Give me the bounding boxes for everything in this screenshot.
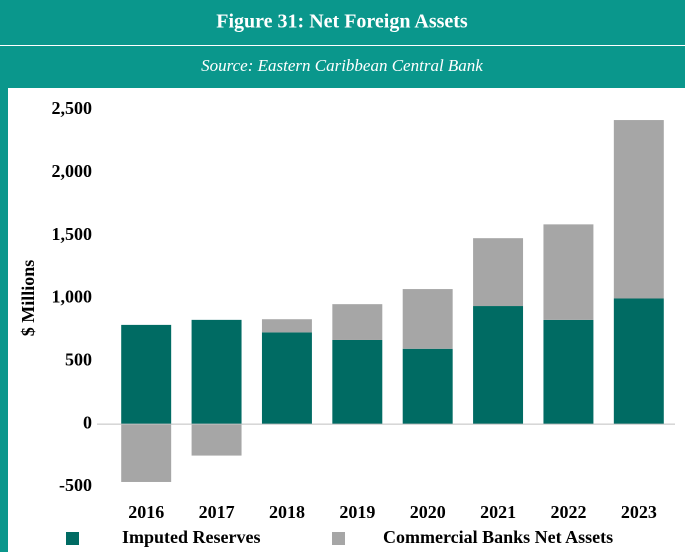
bar-segment (332, 304, 383, 340)
y-tick-label: 2,500 (52, 98, 93, 118)
bar-segment (402, 348, 453, 425)
x-tick-label: 2017 (199, 502, 235, 522)
x-tick-label: 2021 (480, 502, 516, 522)
x-tick-label: 2023 (621, 502, 657, 522)
chart-subtitle: Source: Eastern Caribbean Central Bank (201, 56, 483, 75)
bar-segment (402, 289, 453, 349)
bar-segment (121, 324, 172, 425)
bar-segment (543, 224, 594, 320)
x-tick-label: 2020 (410, 502, 446, 522)
bar-segment (261, 332, 312, 425)
subtitle-band (0, 46, 685, 88)
bar-segment (613, 120, 664, 299)
title-band (0, 0, 685, 45)
y-tick-label: 500 (65, 349, 92, 369)
left-border (0, 88, 8, 552)
bar-segment (473, 306, 524, 425)
bar-segment (332, 339, 383, 425)
x-tick-label: 2016 (128, 502, 164, 522)
x-tick-label: 2022 (550, 502, 586, 522)
x-tick-label: 2018 (269, 502, 305, 522)
legend-swatch (66, 532, 79, 545)
y-tick-label: 1,500 (52, 224, 93, 244)
bar-segment (121, 424, 172, 482)
y-axis-label: $ Millions (18, 260, 38, 337)
legend-swatch (332, 532, 345, 545)
y-tick-label: 2,000 (52, 161, 93, 181)
x-tick-label: 2019 (339, 502, 375, 522)
chart-title: Figure 31: Net Foreign Assets (216, 11, 468, 33)
bar-segment (613, 298, 664, 425)
bar-segment (543, 319, 594, 425)
y-tick-label: -500 (59, 475, 92, 495)
legend-label: Commercial Banks Net Assets (383, 527, 613, 547)
legend-label: Imputed Reserves (122, 527, 260, 547)
bar-segment (261, 319, 312, 333)
y-tick-label: 1,000 (52, 287, 93, 307)
bar-segment (191, 319, 242, 425)
y-tick-label: 0 (83, 412, 92, 432)
bar-segment (473, 238, 524, 307)
bar-segment (191, 424, 242, 456)
